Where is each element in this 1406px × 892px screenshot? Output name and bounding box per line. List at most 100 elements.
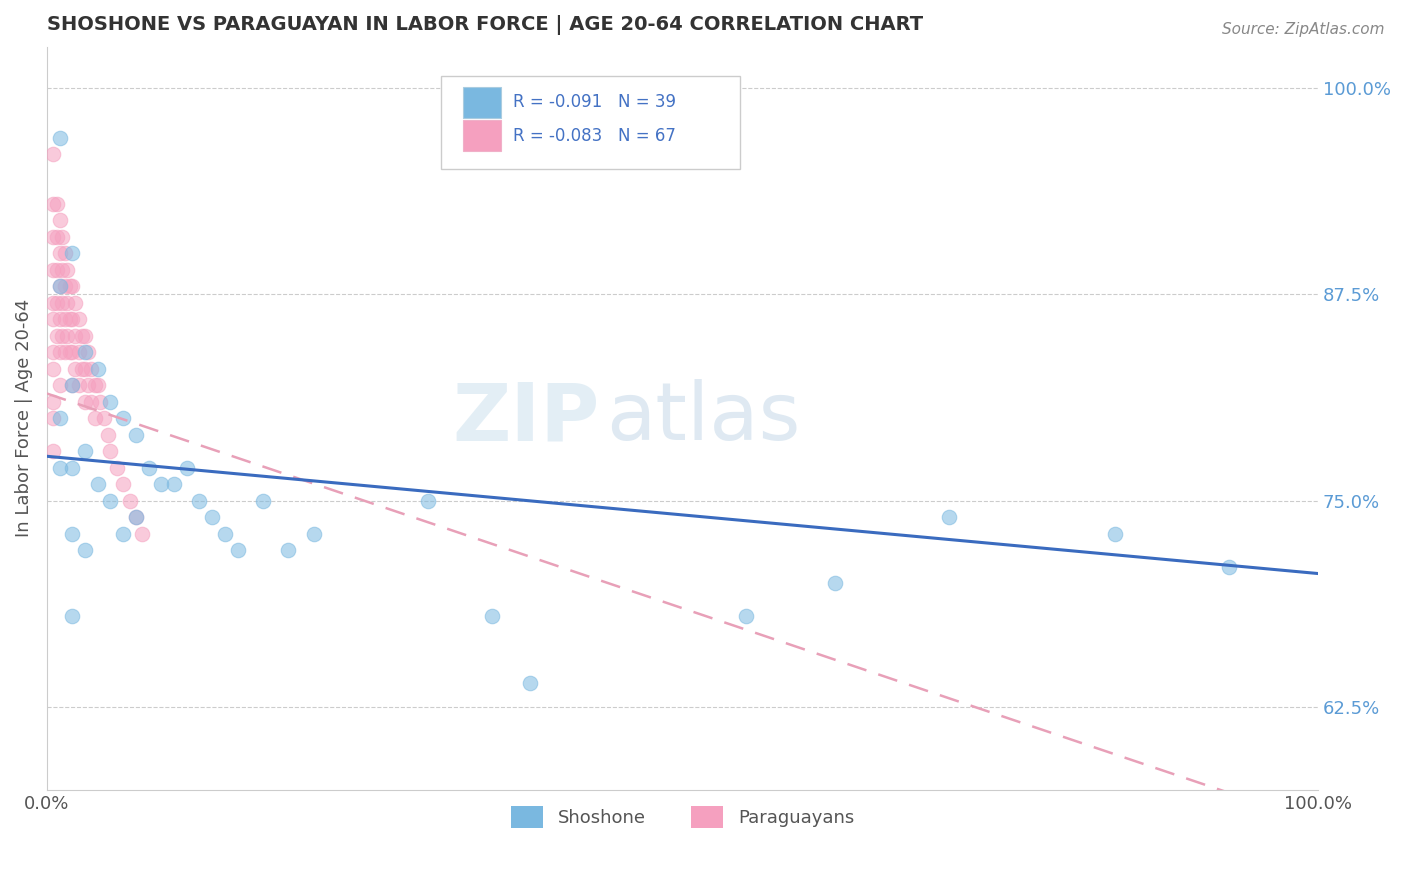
Point [60, 246, 83, 260]
Point [73, 345, 96, 359]
Point [42, 196, 65, 211]
Point [519, 675, 541, 690]
Point [125, 427, 148, 442]
Point [226, 543, 249, 558]
Point [42, 394, 65, 409]
Point [60, 527, 83, 541]
Point [60, 345, 83, 359]
Point [59, 279, 82, 293]
Point [48, 130, 70, 145]
Point [53, 279, 76, 293]
Point [42, 312, 65, 326]
Point [1104, 527, 1126, 541]
Point [56, 262, 79, 277]
Point [302, 527, 325, 541]
Text: SHOSHONE VS PARAGUAYAN IN LABOR FORCE | AGE 20-64 CORRELATION CHART: SHOSHONE VS PARAGUAYAN IN LABOR FORCE | … [46, 15, 922, 35]
Point [97, 427, 120, 442]
Point [63, 328, 86, 343]
Point [59, 312, 82, 326]
Point [53, 312, 76, 326]
Point [46, 295, 69, 310]
Legend: Shoshone, Paraguayans: Shoshone, Paraguayans [502, 797, 863, 837]
Point [176, 460, 198, 475]
Point [60, 312, 83, 326]
Point [60, 460, 83, 475]
Point [93, 411, 115, 425]
Point [87, 477, 110, 491]
Point [100, 394, 122, 409]
Point [48, 345, 70, 359]
Point [51, 328, 73, 343]
Point [73, 394, 96, 409]
Point [188, 494, 211, 508]
Point [163, 477, 186, 491]
Point [201, 510, 224, 524]
Point [60, 609, 83, 624]
Point [824, 576, 846, 591]
Point [42, 345, 65, 359]
Point [60, 378, 83, 392]
Point [131, 527, 153, 541]
Point [42, 229, 65, 244]
Point [73, 543, 96, 558]
Point [735, 609, 758, 624]
Point [56, 328, 79, 343]
Point [84, 378, 107, 392]
Point [51, 295, 73, 310]
Point [1218, 560, 1240, 574]
Point [48, 279, 70, 293]
Text: ZIP: ZIP [453, 379, 600, 458]
Point [46, 229, 69, 244]
Point [105, 460, 128, 475]
Point [48, 312, 70, 326]
Point [112, 527, 135, 541]
Point [67, 345, 90, 359]
Text: R = -0.083   N = 67: R = -0.083 N = 67 [513, 127, 676, 145]
Point [46, 262, 69, 277]
Point [48, 460, 70, 475]
Point [73, 361, 96, 376]
Point [125, 510, 148, 524]
Point [73, 328, 96, 343]
Point [112, 477, 135, 491]
Point [73, 444, 96, 458]
Point [42, 411, 65, 425]
Point [100, 494, 122, 508]
Point [51, 262, 73, 277]
Point [42, 444, 65, 458]
Point [53, 246, 76, 260]
Point [87, 378, 110, 392]
Point [63, 361, 86, 376]
Point [46, 196, 69, 211]
Point [418, 494, 440, 508]
Text: R = -0.091   N = 39: R = -0.091 N = 39 [513, 94, 676, 112]
Point [67, 312, 90, 326]
Text: atlas: atlas [606, 379, 800, 458]
Point [48, 279, 70, 293]
Point [42, 361, 65, 376]
Point [112, 411, 135, 425]
Point [100, 444, 122, 458]
Point [938, 510, 960, 524]
Point [76, 345, 98, 359]
Point [60, 279, 83, 293]
Point [51, 229, 73, 244]
Point [80, 394, 103, 409]
Point [48, 213, 70, 227]
FancyBboxPatch shape [441, 77, 740, 169]
Point [277, 543, 299, 558]
Point [76, 378, 98, 392]
Point [72, 328, 94, 343]
Text: Source: ZipAtlas.com: Source: ZipAtlas.com [1222, 22, 1385, 37]
Point [59, 345, 82, 359]
Point [56, 295, 79, 310]
Point [42, 147, 65, 161]
Point [48, 246, 70, 260]
Point [138, 460, 160, 475]
Point [48, 411, 70, 425]
Point [87, 361, 110, 376]
Point [80, 361, 103, 376]
FancyBboxPatch shape [463, 120, 501, 152]
Point [125, 510, 148, 524]
Point [481, 609, 503, 624]
